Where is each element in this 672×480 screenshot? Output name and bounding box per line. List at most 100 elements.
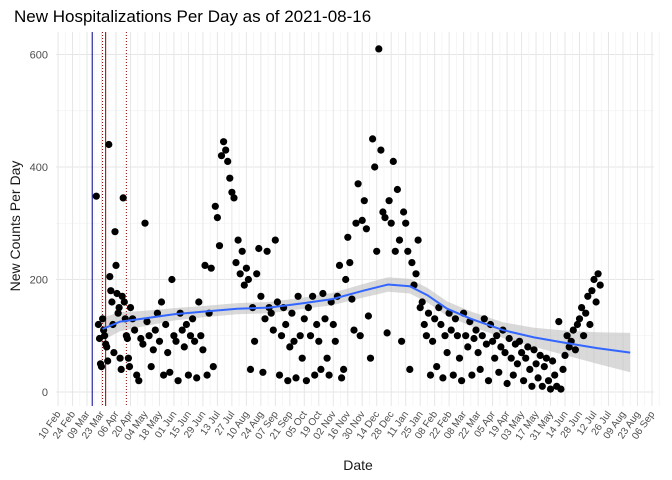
data-point — [282, 320, 290, 329]
data-point — [532, 360, 540, 368]
data-point — [451, 315, 459, 323]
data-point — [420, 320, 428, 329]
data-point — [509, 371, 517, 379]
data-point — [524, 343, 532, 351]
data-point — [209, 363, 217, 371]
data-point — [414, 236, 422, 244]
data-point — [489, 337, 497, 345]
data-point — [590, 275, 598, 284]
data-point — [335, 261, 344, 269]
data-point — [348, 295, 356, 303]
data-point — [107, 287, 115, 295]
data-point — [302, 377, 310, 385]
data-point — [112, 261, 120, 269]
data-point — [580, 332, 588, 340]
data-point — [145, 332, 153, 340]
data-point — [197, 332, 205, 340]
data-point — [92, 192, 100, 200]
data-point — [400, 208, 408, 216]
data-point — [360, 197, 368, 205]
data-point — [110, 349, 118, 357]
data-point — [582, 309, 590, 317]
data-point — [542, 354, 551, 362]
data-point — [290, 337, 298, 345]
data-point — [526, 365, 534, 373]
data-point — [478, 332, 486, 340]
data-point — [97, 363, 106, 371]
data-point — [495, 368, 503, 376]
data-point — [377, 146, 385, 154]
data-point — [557, 385, 565, 393]
data-point — [395, 236, 404, 244]
data-point — [232, 259, 240, 267]
data-point — [441, 332, 449, 340]
data-point — [234, 236, 242, 244]
data-point — [118, 292, 126, 300]
data-point — [238, 247, 246, 255]
data-point — [429, 337, 437, 345]
data-point — [242, 264, 250, 272]
data-point — [565, 343, 573, 351]
data-point — [350, 326, 358, 334]
data-point — [174, 377, 182, 385]
data-point — [104, 357, 112, 365]
data-point — [251, 337, 259, 345]
data-point — [455, 354, 464, 362]
data-point — [385, 197, 393, 205]
data-point — [317, 365, 325, 373]
data-point — [575, 315, 584, 323]
data-point — [364, 312, 372, 320]
data-point — [298, 354, 306, 362]
data-point — [172, 337, 180, 345]
trend-line — [102, 283, 631, 354]
data-point — [538, 382, 546, 390]
data-point — [458, 377, 466, 385]
data-point — [131, 326, 139, 334]
data-point — [178, 326, 186, 334]
data-point — [311, 371, 319, 379]
data-point — [501, 349, 509, 357]
data-point — [530, 346, 538, 354]
data-point — [222, 146, 230, 154]
data-point — [228, 188, 236, 196]
data-point — [101, 332, 109, 340]
data-point — [170, 332, 178, 340]
chart-title: New Hospitalizations Per Day as of 2021-… — [14, 7, 371, 26]
data-point — [125, 363, 134, 371]
data-point — [180, 343, 188, 351]
data-point — [449, 371, 457, 379]
data-point — [443, 349, 451, 357]
data-point — [354, 180, 362, 188]
data-point — [313, 320, 321, 329]
data-point — [147, 363, 155, 371]
data-point — [94, 320, 102, 329]
data-point — [329, 320, 337, 329]
data-point — [555, 318, 563, 326]
data-point — [244, 275, 252, 284]
grid — [56, 32, 660, 406]
y-tick-label: 400 — [30, 162, 48, 174]
data-point — [584, 292, 592, 300]
data-point — [482, 340, 490, 348]
data-point — [342, 275, 350, 284]
data-point — [362, 225, 370, 233]
data-point — [387, 219, 395, 227]
data-point — [418, 298, 426, 306]
data-point — [445, 309, 453, 317]
data-point — [105, 140, 113, 149]
data-point — [294, 292, 302, 300]
data-point — [108, 298, 116, 306]
y-tick-label: 600 — [30, 49, 48, 61]
data-point — [408, 259, 416, 267]
data-point — [215, 242, 224, 250]
data-point — [143, 318, 151, 326]
data-point — [224, 157, 232, 165]
data-point — [207, 264, 215, 272]
data-point — [379, 208, 387, 216]
data-point — [203, 371, 211, 379]
data-point — [358, 216, 366, 224]
data-point — [117, 365, 125, 373]
data-point — [559, 365, 567, 373]
data-point — [325, 371, 333, 379]
data-point — [513, 360, 522, 368]
